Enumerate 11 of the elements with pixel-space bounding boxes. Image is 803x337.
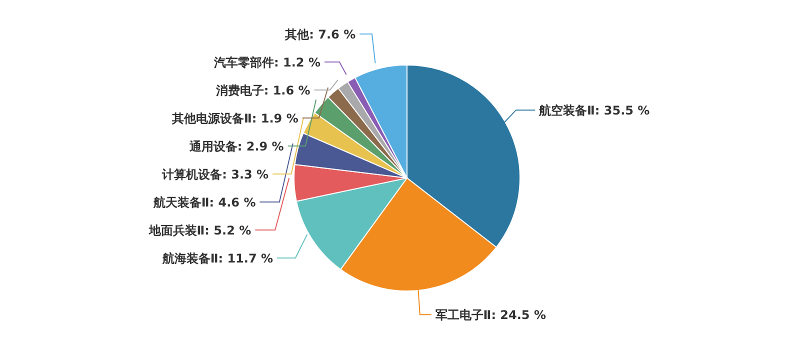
slice-label: 其他电源设备Ⅱ: 1.9 % bbox=[171, 111, 298, 126]
slice-label: 军工电子Ⅱ: 24.5 % bbox=[435, 308, 546, 322]
slice-label: 航天装备Ⅱ: 4.6 % bbox=[152, 195, 256, 210]
slice-label: 计算机设备: 3.3 % bbox=[161, 167, 269, 182]
slice-label: 地面兵装Ⅱ: 5.2 % bbox=[148, 223, 252, 238]
slice-label: 汽车零部件: 1.2 % bbox=[213, 55, 320, 70]
slice-label: 航空装备Ⅱ: 35.5 % bbox=[538, 103, 650, 118]
slice-label: 消费电子: 1.6 % bbox=[214, 83, 310, 98]
slice-label: 其他: 7.6 % bbox=[284, 27, 356, 42]
slice-label: 通用设备: 2.9 % bbox=[188, 139, 284, 154]
slice-label: 航海装备Ⅱ: 11.7 % bbox=[161, 251, 274, 266]
